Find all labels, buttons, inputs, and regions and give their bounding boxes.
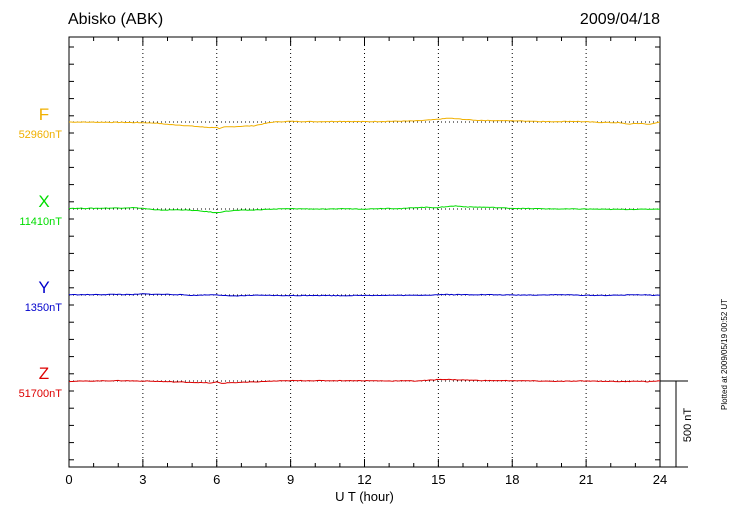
series-baseline-label: 11410nT [19,216,62,228]
series-baseline-label: 1350nT [25,302,63,314]
series-component-label: X [38,192,49,211]
x-tick-label: 9 [287,472,294,487]
x-tick-label: 15 [431,472,445,487]
series-line-f [69,117,661,130]
x-tick-label: 6 [213,472,220,487]
series-line-x [68,205,661,214]
series-baseline-label: 52960nT [19,129,63,141]
x-tick-label: 21 [579,472,593,487]
series-line-z [68,378,661,384]
series-baseline-label: 51700nT [19,388,63,400]
x-axis-label: U T (hour) [335,489,394,504]
x-tick-label: 18 [505,472,519,487]
x-tick-label: 24 [653,472,667,487]
series-component-label: Y [38,278,49,297]
date-label: 2009/04/18 [579,11,660,28]
series-component-label: Z [39,364,49,383]
series-component-label: F [39,105,49,124]
x-tick-label: 0 [65,472,72,487]
plotted-timestamp: Plotted at 2009/05/19 00:52 UT [720,298,729,410]
scale-bar-label: 500 nT [682,408,694,443]
series-line-y [68,293,661,297]
station-title: Abisko (ABK) [68,11,164,28]
x-tick-label: 12 [357,472,371,487]
x-tick-label: 3 [139,472,146,487]
